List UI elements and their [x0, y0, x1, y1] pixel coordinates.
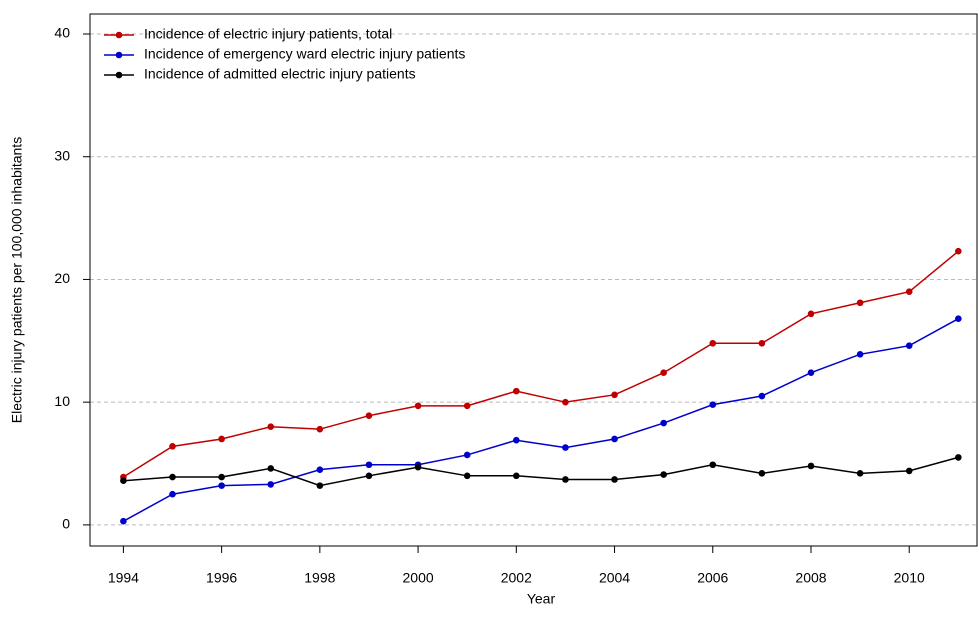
point — [709, 461, 717, 469]
point — [856, 351, 864, 358]
point — [218, 482, 225, 489]
y-tick-label: 20 — [54, 270, 70, 286]
series-line — [123, 318, 959, 522]
point — [169, 473, 176, 481]
x-axis-label: Year — [527, 591, 556, 607]
point — [660, 471, 667, 478]
legend-marker — [115, 31, 123, 39]
y-tick-label: 40 — [54, 25, 70, 41]
point — [758, 470, 766, 477]
point — [218, 473, 225, 481]
point — [120, 477, 127, 485]
point — [169, 490, 176, 498]
x-tick-label: 1996 — [206, 570, 237, 586]
x-tick-label: 1998 — [304, 570, 335, 586]
legend-marker — [115, 51, 123, 59]
point — [513, 472, 520, 480]
point — [365, 472, 373, 480]
point — [316, 466, 324, 473]
point — [316, 482, 324, 489]
point — [267, 465, 275, 472]
point — [856, 470, 864, 477]
point — [807, 369, 815, 377]
point — [562, 398, 569, 406]
y-tick-label: 10 — [54, 393, 70, 409]
x-tick-label: 2000 — [403, 570, 434, 586]
point — [316, 425, 324, 433]
point — [463, 451, 471, 459]
x-tick-label: 2002 — [501, 570, 532, 586]
point — [856, 299, 864, 307]
point — [955, 454, 962, 461]
point — [513, 387, 520, 395]
point — [660, 419, 667, 427]
point — [709, 401, 717, 408]
x-tick-label: 2006 — [697, 570, 728, 586]
point — [513, 436, 520, 444]
x-tick-label: 2008 — [795, 570, 826, 586]
point — [463, 472, 471, 480]
series-line — [123, 250, 959, 478]
point — [905, 342, 913, 350]
x-tick-label: 2010 — [894, 570, 925, 586]
point — [807, 462, 815, 470]
x-tick-label: 2004 — [599, 570, 630, 586]
point — [267, 481, 275, 488]
point — [660, 369, 667, 377]
point — [218, 435, 225, 443]
point — [267, 423, 275, 431]
point — [905, 467, 913, 475]
point — [758, 392, 766, 400]
legend-label: Incidence of emergency ward electric inj… — [144, 46, 465, 62]
point — [611, 476, 618, 483]
point — [365, 412, 373, 419]
point — [807, 310, 815, 318]
plot-frame — [89, 13, 978, 547]
point — [955, 247, 962, 255]
point — [758, 339, 766, 347]
point — [365, 461, 373, 469]
point — [611, 391, 618, 399]
point — [463, 402, 471, 410]
legend-label: Incidence of admitted electric injury pa… — [144, 66, 416, 82]
series-line — [123, 456, 959, 487]
point — [414, 463, 422, 471]
point — [709, 339, 717, 347]
x-tick-label: 1994 — [108, 570, 139, 586]
y-tick-label: 30 — [54, 147, 70, 163]
point — [611, 435, 618, 443]
point — [955, 315, 962, 323]
point — [905, 288, 913, 296]
legend-label: Incidence of electric injury patients, t… — [144, 26, 392, 42]
legend-marker — [115, 71, 123, 79]
point — [562, 476, 569, 483]
point — [562, 444, 569, 451]
point — [414, 402, 422, 410]
y-tick-label: 0 — [62, 516, 70, 532]
point — [120, 517, 127, 525]
point — [169, 443, 176, 450]
y-axis-label: Electric injury patients per 100,000 inh… — [9, 137, 25, 423]
